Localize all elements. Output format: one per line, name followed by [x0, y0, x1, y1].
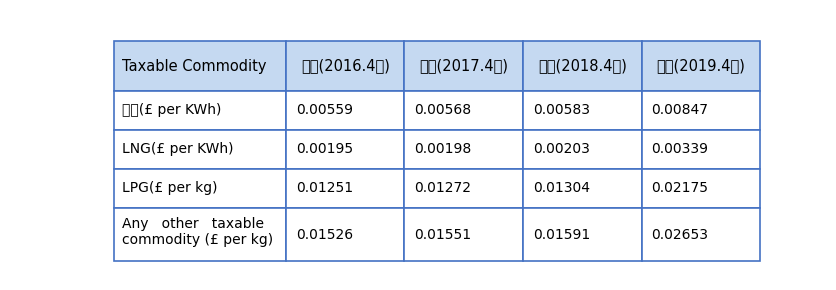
- Bar: [405, 208, 523, 262]
- Bar: [405, 169, 523, 208]
- Bar: [286, 169, 405, 208]
- Bar: [641, 169, 760, 208]
- Bar: [405, 130, 523, 169]
- Bar: [641, 41, 760, 90]
- Text: 0.00195: 0.00195: [296, 142, 353, 156]
- Text: 세율(2017.4～): 세율(2017.4～): [420, 59, 508, 74]
- Text: 0.00198: 0.00198: [414, 142, 472, 156]
- Bar: [523, 208, 641, 262]
- Bar: [523, 130, 641, 169]
- Bar: [115, 169, 286, 208]
- Text: 전기(£ per KWh): 전기(£ per KWh): [122, 103, 222, 117]
- Text: 0.01304: 0.01304: [533, 181, 589, 195]
- Text: 0.00559: 0.00559: [296, 103, 353, 117]
- Bar: [286, 130, 405, 169]
- Text: 세율(2019.4～): 세율(2019.4～): [656, 59, 746, 74]
- Text: 0.01272: 0.01272: [414, 181, 472, 195]
- Text: Taxable Commodity: Taxable Commodity: [122, 59, 267, 74]
- Text: 0.01526: 0.01526: [296, 228, 353, 242]
- Bar: [115, 130, 286, 169]
- Text: 0.00568: 0.00568: [414, 103, 472, 117]
- Bar: [115, 208, 286, 262]
- Bar: [523, 90, 641, 130]
- Text: 0.01551: 0.01551: [414, 228, 472, 242]
- Text: LPG(£ per kg): LPG(£ per kg): [122, 181, 217, 195]
- Text: 0.00847: 0.00847: [651, 103, 708, 117]
- Text: 세율(2016.4～): 세율(2016.4～): [301, 59, 390, 74]
- Bar: [286, 41, 405, 90]
- Bar: [641, 208, 760, 262]
- Text: LNG(£ per KWh): LNG(£ per KWh): [122, 142, 233, 156]
- Bar: [405, 90, 523, 130]
- Text: 세율(2018.4～): 세율(2018.4～): [538, 59, 627, 74]
- Text: Any   other   taxable
commodity (£ per kg): Any other taxable commodity (£ per kg): [122, 217, 273, 247]
- Bar: [523, 169, 641, 208]
- Text: 0.02175: 0.02175: [651, 181, 708, 195]
- Text: 0.00583: 0.00583: [533, 103, 589, 117]
- Bar: [286, 208, 405, 262]
- Text: 0.01591: 0.01591: [533, 228, 590, 242]
- Bar: [641, 130, 760, 169]
- Bar: [115, 41, 286, 90]
- Bar: [641, 90, 760, 130]
- Text: 0.00339: 0.00339: [651, 142, 708, 156]
- Bar: [405, 41, 523, 90]
- Bar: [115, 90, 286, 130]
- Bar: [523, 41, 641, 90]
- Text: 0.00203: 0.00203: [533, 142, 589, 156]
- Bar: [286, 90, 405, 130]
- Text: 0.02653: 0.02653: [651, 228, 708, 242]
- Text: 0.01251: 0.01251: [296, 181, 353, 195]
